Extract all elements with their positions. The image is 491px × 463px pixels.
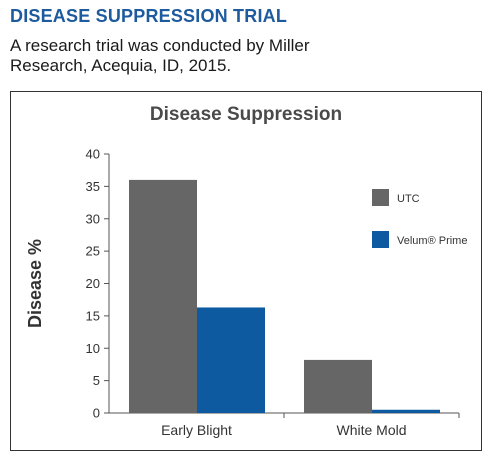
bar-chart: 0 5 10 15 20 25 30 35 40 Disease % Early Blight Whi… [25,147,467,439]
legend-label: Velum® Prime [397,235,467,247]
bar-utc-early-blight [129,179,197,413]
chart-title: Disease Suppression [149,104,343,125]
legend-swatch [372,231,389,248]
y-tick-label: 25 [86,244,100,259]
legend-swatch [372,189,389,206]
y-tick-label: 40 [86,147,100,162]
category-label: Early Blight [161,422,232,438]
y-tick-label: 5 [93,373,100,388]
bar-velum-prime-white-mold [372,409,440,413]
trial-description: A research trial was conducted by Miller… [10,36,310,75]
page-heading: DISEASE SUPPRESSION TRIAL [10,6,288,26]
y-tick-label: 15 [86,308,100,323]
legend-label: UTC [397,193,420,205]
category-label: White Mold [336,422,406,438]
y-tick-label: 20 [86,276,100,291]
y-tick-label: 0 [93,406,100,421]
bar-velum-prime-early-blight [197,307,265,413]
y-axis-label: Disease % [25,239,45,328]
bar-utc-white-mold [304,359,372,413]
y-tick-label: 30 [86,211,100,226]
y-tick-label: 35 [86,179,100,194]
y-tick-label: 10 [86,341,100,356]
chart-frame: Disease Suppression 0 5 10 15 20 25 30 35 40 Dise… [10,91,482,451]
